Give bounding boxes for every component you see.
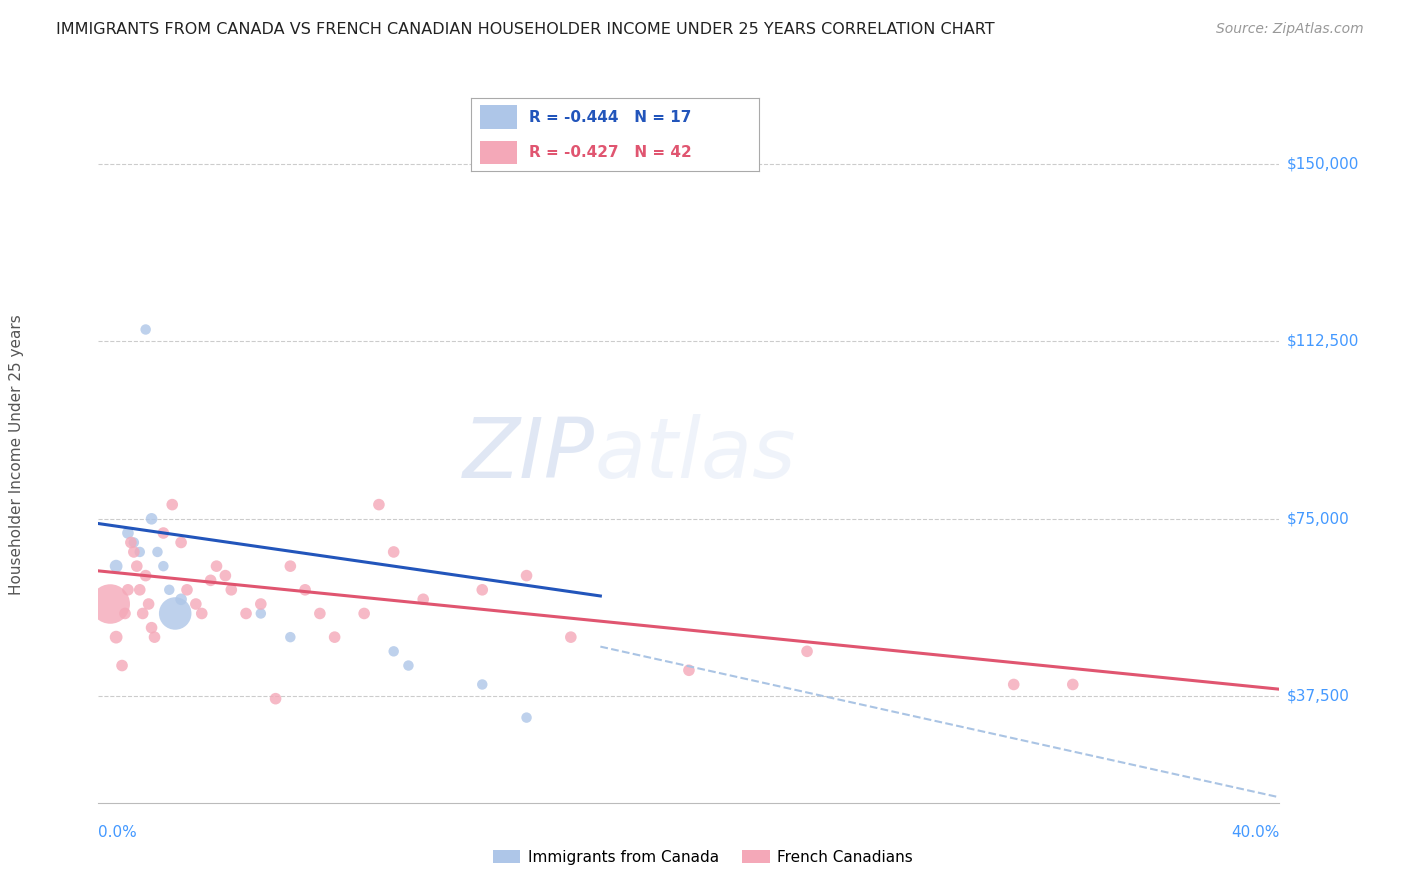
Point [176, 582, 198, 597]
Point [515, 568, 537, 582]
Text: 0.0%: 0.0% [98, 825, 138, 840]
Text: $112,500: $112,500 [1286, 334, 1358, 349]
Text: $37,500: $37,500 [1286, 689, 1350, 704]
Point [152, 526, 174, 541]
Legend: Immigrants from Canada, French Canadians: Immigrants from Canada, French Canadians [486, 844, 920, 871]
Point [111, 658, 134, 673]
Point [162, 498, 183, 512]
Point [128, 582, 150, 597]
Point [278, 630, 302, 644]
Point [264, 691, 287, 706]
Point [250, 597, 273, 611]
Point [471, 582, 494, 597]
Bar [479, 141, 517, 164]
Point [125, 559, 148, 574]
Point [560, 630, 582, 644]
Point [105, 630, 128, 644]
Point [165, 607, 187, 621]
Point [382, 545, 405, 559]
Point [141, 621, 163, 635]
Text: ZIP: ZIP [463, 415, 595, 495]
Text: $150,000: $150,000 [1286, 156, 1358, 171]
Point [132, 607, 155, 621]
Point [122, 545, 145, 559]
Point [309, 607, 332, 621]
Bar [479, 105, 517, 128]
Point [412, 592, 434, 607]
Point [250, 607, 273, 621]
Point [117, 526, 139, 541]
Point [128, 545, 150, 559]
Point [323, 630, 346, 644]
Point [396, 658, 419, 673]
Point [157, 582, 180, 597]
Text: 40.0%: 40.0% [1232, 825, 1279, 840]
Point [191, 607, 214, 621]
Point [143, 630, 166, 644]
Point [138, 597, 160, 611]
Text: R = -0.427   N = 42: R = -0.427 N = 42 [529, 145, 692, 160]
Text: IMMIGRANTS FROM CANADA VS FRENCH CANADIAN HOUSEHOLDER INCOME UNDER 25 YEARS CORR: IMMIGRANTS FROM CANADA VS FRENCH CANADIA… [56, 22, 995, 37]
Point [122, 535, 145, 549]
Point [678, 663, 700, 677]
Point [294, 582, 316, 597]
Point [120, 535, 142, 549]
Point [117, 582, 139, 597]
Point [796, 644, 818, 658]
Point [1002, 677, 1025, 691]
Point [235, 607, 257, 621]
Point [278, 559, 302, 574]
Point [368, 498, 391, 512]
Point [105, 559, 128, 574]
Text: Source: ZipAtlas.com: Source: ZipAtlas.com [1216, 22, 1364, 37]
Point [200, 574, 222, 588]
Point [170, 592, 193, 607]
Point [98, 597, 121, 611]
Text: atlas: atlas [595, 415, 796, 495]
Point [135, 568, 157, 582]
Point [205, 559, 228, 574]
Point [214, 568, 236, 582]
Text: $75,000: $75,000 [1286, 511, 1350, 526]
Point [219, 582, 242, 597]
Point [471, 677, 494, 691]
Point [184, 597, 207, 611]
Point [1062, 677, 1084, 691]
Point [146, 545, 169, 559]
Point [515, 710, 537, 724]
Point [152, 559, 174, 574]
Point [141, 512, 163, 526]
Point [135, 322, 157, 336]
Point [353, 607, 375, 621]
Text: R = -0.444   N = 17: R = -0.444 N = 17 [529, 110, 690, 125]
Point [382, 644, 405, 658]
Point [170, 535, 193, 549]
Text: Householder Income Under 25 years: Householder Income Under 25 years [10, 315, 24, 595]
Point [114, 607, 136, 621]
